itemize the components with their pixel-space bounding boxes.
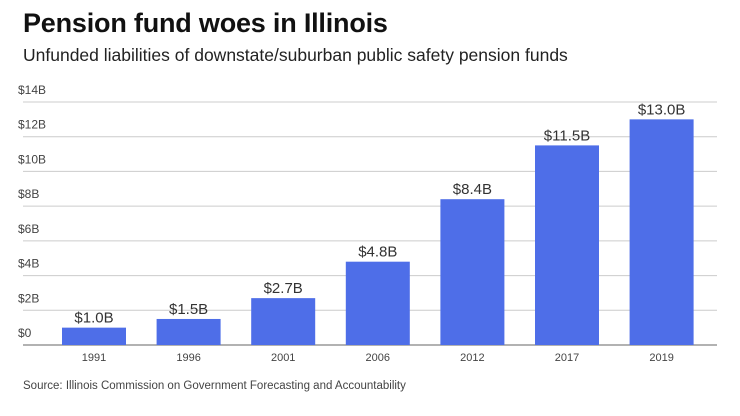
data-label: $13.0B bbox=[638, 101, 686, 118]
data-label: $4.8B bbox=[358, 244, 397, 261]
x-tick-label: 1996 bbox=[176, 352, 200, 364]
y-tick-label: $10B bbox=[18, 152, 46, 166]
bar-2006 bbox=[345, 261, 410, 345]
x-tick-label: 1991 bbox=[82, 352, 106, 364]
data-label: $2.7B bbox=[264, 280, 303, 297]
y-tick-label: $4B bbox=[18, 257, 39, 271]
y-tick-label: $12B bbox=[18, 118, 46, 132]
y-tick-label: $14B bbox=[18, 83, 46, 97]
data-label: $8.4B bbox=[453, 181, 492, 198]
data-labels: $1.0B $1.5B $2.7B $4.8B $8.4B $11.5B $13.0B bbox=[74, 101, 685, 326]
bar-1996 bbox=[156, 318, 221, 345]
x-tick-label: 2006 bbox=[366, 352, 390, 364]
bar-2019 bbox=[629, 119, 694, 345]
chart-subtitle: Unfunded liabilities of downstate/suburb… bbox=[23, 45, 568, 65]
y-tick-label: $2B bbox=[18, 291, 39, 305]
bar-2012 bbox=[440, 199, 505, 345]
x-tick-label: 2001 bbox=[271, 352, 295, 364]
bar-2001 bbox=[251, 298, 316, 345]
x-tick-label: 2017 bbox=[555, 352, 579, 364]
chart-title: Pension fund woes in Illinois bbox=[23, 8, 388, 38]
bars bbox=[62, 119, 694, 345]
source-note: Source: Illinois Commission on Governmen… bbox=[23, 380, 406, 392]
bar-2017 bbox=[535, 145, 599, 345]
y-tick-label: $0 bbox=[18, 326, 32, 340]
x-tick-label: 2012 bbox=[460, 352, 484, 364]
y-tick-label: $8B bbox=[18, 187, 39, 201]
y-axis: $0 $2B $4B $6B $8B $10B $12B $14B bbox=[18, 83, 46, 340]
x-tick-label: 2019 bbox=[649, 352, 673, 364]
bar-1991 bbox=[62, 327, 126, 345]
data-label: $1.5B bbox=[169, 301, 208, 318]
y-tick-label: $6B bbox=[18, 222, 39, 236]
x-axis: 1991 1996 2001 2006 2012 2017 2019 bbox=[82, 352, 674, 364]
data-label: $11.5B bbox=[544, 127, 590, 144]
data-label: $1.0B bbox=[74, 310, 113, 327]
